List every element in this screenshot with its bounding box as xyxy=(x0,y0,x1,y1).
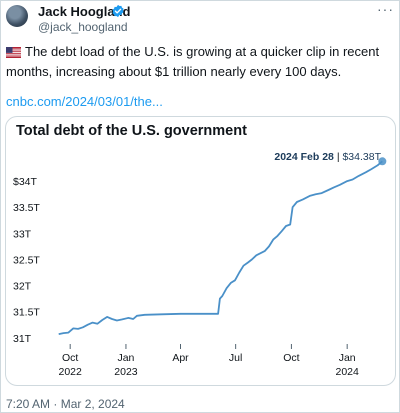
y-axis: $34T 33.5T 33T 32.5T 32T 31.5T 31T xyxy=(13,176,40,345)
x-tick-label: Jan xyxy=(117,352,134,364)
annotation-date: 2024 Feb 28 xyxy=(274,151,334,163)
annotation: 2024 Feb 28 | $34.38T xyxy=(274,151,381,163)
x-tick-label: Jul xyxy=(229,352,242,364)
x-tick-year-label: 2023 xyxy=(114,366,138,378)
x-tick-label: Apr xyxy=(172,352,189,364)
y-tick-label: 31T xyxy=(13,333,32,345)
more-options-icon[interactable]: ··· xyxy=(377,1,394,17)
article-link[interactable]: cnbc.com/2024/03/01/the... xyxy=(6,94,163,109)
y-tick-label: 33.5T xyxy=(13,202,40,214)
debt-line-chart: $34T 33.5T 33T 32.5T 32T 31.5T 31T Oct 2022 Jan 2… xyxy=(13,151,387,378)
y-tick-label: 31.5T xyxy=(13,307,40,319)
author-handle[interactable]: @jack_hoogland xyxy=(38,20,128,34)
us-flag-icon xyxy=(6,47,21,58)
x-tick-year-label: 2022 xyxy=(59,366,83,378)
tweet-text: The debt load of the U.S. is growing at … xyxy=(6,42,392,82)
x-tick-label: Oct xyxy=(62,352,78,364)
author-name[interactable]: Jack Hoogland xyxy=(38,4,131,19)
x-tick-year-label: 2024 xyxy=(335,366,359,378)
y-tick-label: $34T xyxy=(13,176,38,188)
y-tick-label: 32T xyxy=(13,281,32,293)
plot-area xyxy=(58,157,387,335)
annotation-value: $34.38T xyxy=(342,151,381,163)
series-line xyxy=(58,160,383,335)
latest-point-marker[interactable] xyxy=(378,157,387,166)
tweet-body: The debt load of the U.S. is growing at … xyxy=(6,44,380,79)
y-tick-label: 33T xyxy=(13,228,32,240)
x-tick-label: Jan xyxy=(339,352,356,364)
verified-badge-icon xyxy=(112,4,124,18)
chart-card[interactable]: Total debt of the U.S. government $34T 33… xyxy=(5,116,396,386)
x-tick-label: Oct xyxy=(283,352,299,364)
chart-title: Total debt of the U.S. government xyxy=(16,123,247,139)
latest-value-annotation: 2024 Feb 28 | $34.38T xyxy=(274,151,381,163)
post-timestamp[interactable]: 7:20 AM · Mar 2, 2024 xyxy=(6,397,125,411)
avatar[interactable] xyxy=(6,5,28,27)
y-tick-label: 32.5T xyxy=(13,254,40,266)
annotation-separator: | xyxy=(334,151,343,163)
x-axis: Oct 2022 Jan 2023 Apr Jul Oct Jan 2024 xyxy=(59,344,359,378)
